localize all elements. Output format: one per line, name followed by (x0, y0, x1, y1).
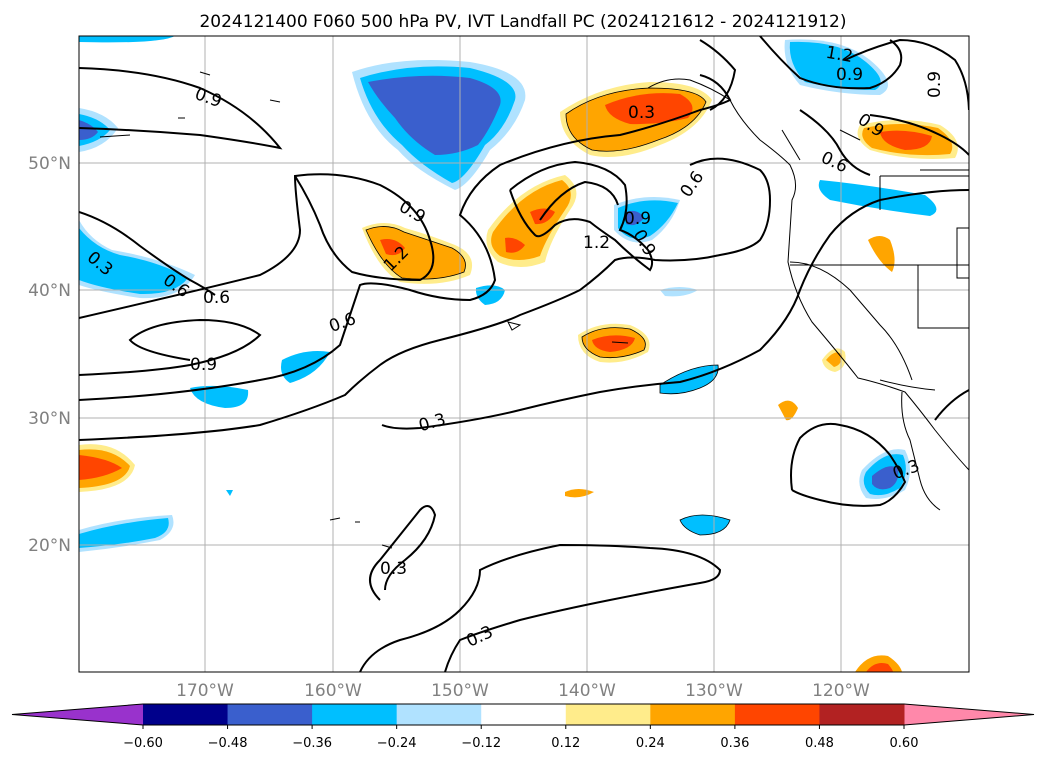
colorbar-tick-label: 0.24 (636, 736, 665, 751)
pv-anomaly-negative (79, 220, 195, 299)
colorbar-tick-label: 0.60 (890, 736, 919, 751)
pv-anomaly-positive (362, 223, 473, 284)
colorbar-segment (312, 704, 398, 725)
colorbar-tick-label: 0.36 (720, 736, 749, 751)
colorbar-segment (650, 704, 736, 725)
lat-label: 30°N (28, 409, 71, 429)
colorbar-tick-label: −0.24 (377, 736, 417, 751)
colorbar-segment (819, 704, 905, 725)
lon-label: 130°W (685, 681, 743, 701)
pv-anomaly-negative (79, 108, 118, 152)
map-area: 0.9 1.2 0.9 0.9 0.3 0.6 0.9 1.2 0.9 1.2 … (79, 36, 969, 672)
contour-label: 0.3 (380, 559, 407, 579)
pv-contours (79, 36, 969, 672)
colorbar-tick-label: −0.60 (123, 736, 163, 751)
lon-label: 150°W (431, 681, 489, 701)
colorbar-segment (565, 704, 651, 725)
pv-anomaly-positive (868, 236, 895, 272)
lat-label: 20°N (28, 536, 71, 556)
coastlines (99, 71, 969, 549)
lat-labels: 50°N 40°N 30°N 20°N (28, 154, 71, 556)
lon-labels: 170°W 160°W 150°W 140°W 130°W 120°W (176, 681, 870, 701)
pv-anomaly-negative (818, 180, 937, 216)
contour-label: 0.9 (836, 65, 863, 85)
contour-label: 1.2 (583, 233, 610, 253)
contour-label: 1.2 (824, 43, 854, 67)
pv-anomaly-positive (826, 352, 842, 367)
pv-anomaly-negative (680, 515, 730, 535)
pv-anomaly-negative (226, 490, 233, 496)
colorbar-segment (734, 704, 820, 725)
contour-label: 0.6 (203, 288, 230, 308)
colorbar-segment (227, 704, 313, 725)
map-frame (78, 35, 970, 673)
colorbar-segment (143, 704, 229, 725)
colorbar-tick-label: 0.48 (805, 736, 834, 751)
figure-title: 2024121400 F060 500 hPa PV, IVT Landfall… (199, 12, 846, 32)
pv-outline (365, 87, 731, 536)
pv-anomaly-positive (857, 120, 958, 159)
lat-label: 50°N (28, 154, 71, 174)
pv-anomaly-negative (79, 36, 175, 43)
lon-label: 120°W (812, 681, 870, 701)
colorbar-tick-label: −0.48 (208, 736, 248, 751)
lat-label: 40°N (28, 281, 71, 301)
colorbar: −0.60 −0.48 −0.36 −0.24 −0.12 0.12 0.24 0.36 0.4… (11, 703, 1035, 751)
pv-anomaly-positive (79, 444, 135, 492)
colorbar-tick-label: −0.36 (292, 736, 332, 751)
contour-label: 0.9 (925, 71, 945, 98)
colorbar-segment (396, 704, 482, 725)
colorbar-segment (481, 704, 567, 725)
pv-anomaly-positive (778, 400, 798, 421)
pv-anomaly-negative (660, 287, 698, 297)
contour-label: 0.9 (624, 209, 651, 229)
colorbar-extend-max (904, 704, 1034, 725)
colorbar-extend-min (12, 704, 143, 725)
gridlines (79, 36, 969, 672)
lon-label: 160°W (304, 681, 362, 701)
colorbar-tick-label: −0.12 (461, 736, 501, 751)
pv-anomaly-negative (352, 59, 526, 190)
pv-anomaly-positive (578, 323, 650, 363)
pv-anomaly-negative (614, 196, 680, 243)
contour-label: 0.3 (628, 103, 655, 123)
lon-label: 170°W (176, 681, 234, 701)
lon-label: 140°W (558, 681, 616, 701)
pv-anomaly-negative (79, 515, 174, 552)
colorbar-tick-label: 0.12 (551, 736, 580, 751)
pv-anomaly-positive (866, 663, 893, 672)
contour-label: 0.9 (190, 355, 217, 375)
